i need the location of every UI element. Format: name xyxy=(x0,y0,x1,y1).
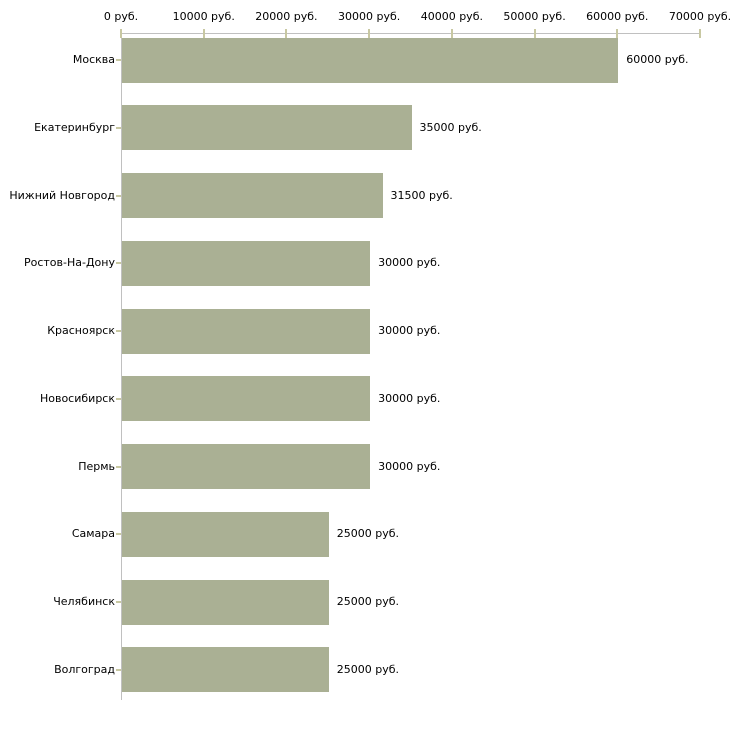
x-axis-tick-label: 20000 руб. xyxy=(255,10,318,23)
x-axis-tick-label: 40000 руб. xyxy=(420,10,483,23)
bar xyxy=(122,308,371,354)
x-axis-tick xyxy=(120,29,122,38)
value-label: 35000 руб. xyxy=(419,120,482,134)
category-label: Москва xyxy=(72,53,115,66)
x-axis-tick xyxy=(285,29,288,38)
x-axis-tick xyxy=(699,29,701,38)
y-axis-line xyxy=(121,33,122,700)
category-tick xyxy=(116,262,121,265)
bar xyxy=(122,511,329,557)
bar xyxy=(122,37,619,83)
value-label: 30000 руб. xyxy=(378,391,441,405)
category-label: Нижний Новгород xyxy=(9,188,115,202)
x-axis-tick-label: 60000 руб. xyxy=(586,10,649,23)
value-label: 25000 руб. xyxy=(336,527,400,541)
value-label: 25000 руб. xyxy=(336,662,400,676)
bar xyxy=(122,647,329,693)
category-label: Пермь xyxy=(78,459,115,473)
x-axis-tick-label: 10000 руб. xyxy=(172,10,235,23)
category-label: Красноярск xyxy=(47,324,115,337)
category-label: Волгоград xyxy=(54,662,115,676)
x-axis-tick xyxy=(368,29,371,38)
x-axis-tick-label: 0 руб. xyxy=(103,10,139,23)
category-tick xyxy=(116,397,121,400)
category-tick xyxy=(116,533,121,536)
x-axis-tick xyxy=(533,29,536,38)
category-tick xyxy=(116,465,121,468)
value-label: 60000 руб. xyxy=(626,53,689,66)
category-label: Ростов-На-Дону xyxy=(23,256,115,270)
category-tick xyxy=(116,126,121,129)
bar xyxy=(122,376,371,422)
x-axis-tick-label: 30000 руб. xyxy=(338,10,401,23)
value-label: 30000 руб. xyxy=(378,256,441,270)
category-label: Екатеринбург xyxy=(34,120,115,134)
value-label: 25000 руб. xyxy=(336,595,400,608)
bar xyxy=(122,444,371,489)
x-axis-tick xyxy=(450,29,453,38)
category-label: Новосибирск xyxy=(39,391,115,405)
value-label: 30000 руб. xyxy=(378,324,441,337)
category-tick xyxy=(116,194,121,197)
bar xyxy=(122,240,371,286)
category-tick xyxy=(116,330,121,332)
value-label: 31500 руб. xyxy=(390,188,453,202)
bar xyxy=(122,105,412,151)
x-axis-line xyxy=(121,33,700,34)
bar xyxy=(122,173,383,218)
bar xyxy=(122,579,329,625)
x-axis-tick xyxy=(202,29,205,38)
value-label: 30000 руб. xyxy=(378,459,441,473)
x-axis-tick xyxy=(616,29,619,38)
x-axis-tick-label: 70000 руб. xyxy=(668,10,730,23)
category-label: Самара xyxy=(71,527,115,541)
category-tick xyxy=(116,59,121,61)
x-axis-tick-label: 50000 руб. xyxy=(503,10,566,23)
category-label: Челябинск xyxy=(53,595,115,608)
category-tick xyxy=(116,601,121,603)
category-tick xyxy=(116,668,121,671)
